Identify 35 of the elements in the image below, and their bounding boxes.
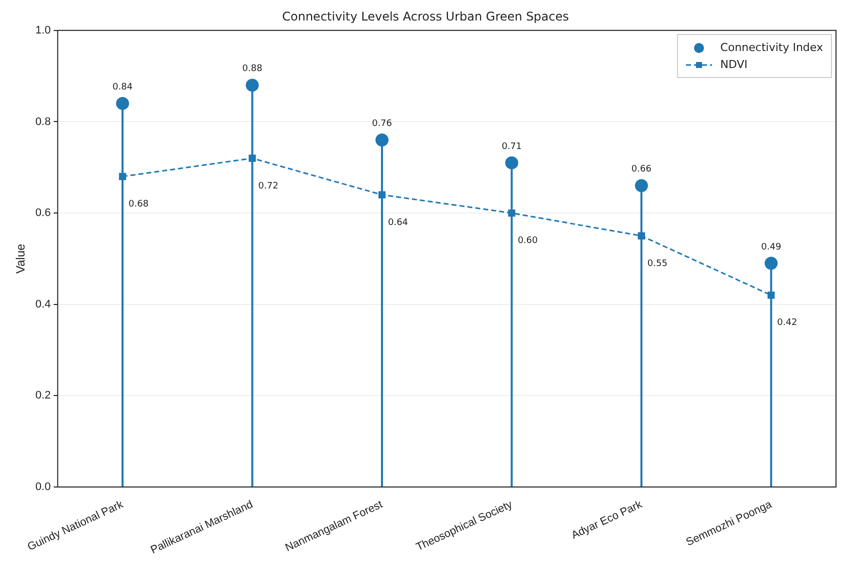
legend-label: NDVI [720, 58, 748, 72]
point [248, 154, 256, 162]
data-label: 0.72 [258, 181, 278, 192]
data-label: 0.42 [777, 318, 798, 328]
y-axis-title: Value [14, 243, 28, 274]
y-tick-label: 0.2 [35, 390, 51, 402]
point [638, 232, 645, 240]
point [116, 96, 130, 110]
data-label: 0.76 [372, 118, 392, 129]
y-tick-label: 0.4 [35, 298, 51, 310]
point [118, 172, 126, 180]
data-label: 0.71 [502, 142, 522, 152]
data-label: 0.68 [128, 200, 149, 210]
data-label: 0.60 [518, 236, 538, 246]
point [764, 256, 778, 270]
point [246, 78, 259, 92]
y-tick-label: 0.8 [35, 116, 51, 128]
data-label: 0.88 [242, 64, 263, 74]
point [505, 156, 518, 170]
x-tick-label: Adyar Eco Park [570, 498, 644, 542]
point [378, 191, 386, 198]
data-label: 0.84 [112, 82, 133, 92]
data-label: 0.49 [761, 242, 782, 252]
point [508, 209, 516, 217]
y-tick-label: 0.0 [35, 481, 51, 494]
point [768, 292, 775, 299]
point [375, 133, 388, 146]
data-label: 0.55 [647, 258, 668, 269]
y-tick-label: 1.0 [35, 24, 51, 36]
y-tick-label: 0.6 [35, 207, 51, 220]
data-label: 0.64 [388, 218, 408, 228]
point [634, 179, 648, 192]
data-label: 0.66 [631, 164, 652, 175]
chart-title: Connectivity Levels Across Urban Green Spaces [282, 9, 569, 24]
legend-label: Connectivity Index [720, 41, 823, 54]
